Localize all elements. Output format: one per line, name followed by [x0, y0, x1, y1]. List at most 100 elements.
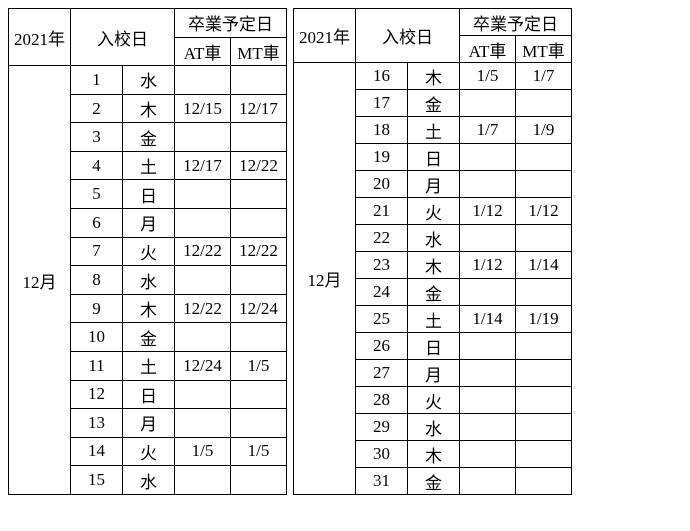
at-date [460, 279, 516, 306]
mt-date [516, 90, 572, 117]
at-header: AT車 [175, 37, 231, 66]
day-number: 5 [71, 180, 123, 209]
mt-date [516, 144, 572, 171]
mt-date [516, 387, 572, 414]
mt-date: 12/24 [231, 294, 287, 323]
day-number: 4 [71, 151, 123, 180]
mt-date [516, 333, 572, 360]
day-of-week: 木 [123, 94, 175, 123]
at-date [460, 144, 516, 171]
day-number: 20 [356, 171, 408, 198]
mt-date: 12/22 [231, 151, 287, 180]
mt-date [516, 171, 572, 198]
mt-header: MT車 [516, 36, 572, 63]
mt-date: 1/5 [231, 437, 287, 466]
day-of-week: 火 [408, 387, 460, 414]
mt-date: 1/19 [516, 306, 572, 333]
mt-date [231, 123, 287, 152]
mt-date: 1/7 [516, 63, 572, 90]
day-of-week: 月 [123, 209, 175, 238]
at-header: AT車 [460, 36, 516, 63]
day-number: 27 [356, 360, 408, 387]
month-cell: 12月 [9, 66, 71, 495]
day-number: 14 [71, 437, 123, 466]
left-table: 2021年 入校日 卒業予定日 AT車 MT車 12月1水2木12/1512/1… [8, 8, 287, 495]
at-date [175, 209, 231, 238]
at-date: 12/22 [175, 294, 231, 323]
day-number: 29 [356, 414, 408, 441]
day-number: 18 [356, 117, 408, 144]
mt-date [231, 466, 287, 495]
at-date [175, 323, 231, 352]
at-date [460, 333, 516, 360]
at-date [175, 123, 231, 152]
day-of-week: 金 [408, 279, 460, 306]
day-of-week: 火 [408, 198, 460, 225]
mt-date [231, 66, 287, 95]
day-of-week: 金 [408, 90, 460, 117]
mt-date: 12/22 [231, 237, 287, 266]
at-date [460, 414, 516, 441]
at-date [175, 266, 231, 295]
at-date: 12/15 [175, 94, 231, 123]
at-date: 12/22 [175, 237, 231, 266]
day-of-week: 木 [408, 441, 460, 468]
at-date [175, 466, 231, 495]
right-table: 2021年 入校日 卒業予定日 AT車 MT車 12月16木1/51/717金1… [293, 8, 572, 495]
day-number: 11 [71, 351, 123, 380]
mt-date [231, 323, 287, 352]
at-date: 1/12 [460, 198, 516, 225]
day-number: 1 [71, 66, 123, 95]
day-of-week: 水 [123, 266, 175, 295]
day-of-week: 土 [123, 351, 175, 380]
day-of-week: 水 [408, 225, 460, 252]
year-header: 2021年 [294, 9, 356, 63]
day-of-week: 土 [408, 306, 460, 333]
at-date [460, 360, 516, 387]
mt-date [516, 225, 572, 252]
at-date: 12/17 [175, 151, 231, 180]
at-date: 1/5 [460, 63, 516, 90]
mt-header: MT車 [231, 37, 287, 66]
day-number: 21 [356, 198, 408, 225]
day-of-week: 金 [123, 123, 175, 152]
day-of-week: 木 [123, 294, 175, 323]
day-number: 17 [356, 90, 408, 117]
table-row: 12月1水 [9, 66, 287, 95]
day-of-week: 金 [408, 468, 460, 495]
day-of-week: 水 [123, 66, 175, 95]
day-number: 28 [356, 387, 408, 414]
day-of-week: 日 [123, 180, 175, 209]
grad-header: 卒業予定日 [460, 9, 572, 36]
entry-header: 入校日 [356, 9, 460, 63]
day-number: 22 [356, 225, 408, 252]
year-header: 2021年 [9, 9, 71, 66]
day-of-week: 月 [123, 409, 175, 438]
day-number: 2 [71, 94, 123, 123]
day-of-week: 土 [408, 117, 460, 144]
mt-date: 1/14 [516, 252, 572, 279]
day-of-week: 月 [408, 171, 460, 198]
at-date [460, 90, 516, 117]
day-number: 16 [356, 63, 408, 90]
mt-date [231, 380, 287, 409]
mt-date [231, 266, 287, 295]
day-of-week: 日 [123, 380, 175, 409]
day-number: 8 [71, 266, 123, 295]
mt-date: 1/9 [516, 117, 572, 144]
at-date [175, 180, 231, 209]
mt-date [516, 279, 572, 306]
at-date [460, 387, 516, 414]
day-number: 15 [71, 466, 123, 495]
mt-date [516, 414, 572, 441]
mt-date: 1/12 [516, 198, 572, 225]
mt-date [516, 360, 572, 387]
day-of-week: 火 [123, 437, 175, 466]
day-number: 9 [71, 294, 123, 323]
day-number: 26 [356, 333, 408, 360]
day-of-week: 木 [408, 63, 460, 90]
mt-date [231, 209, 287, 238]
at-date [460, 225, 516, 252]
day-number: 23 [356, 252, 408, 279]
day-number: 6 [71, 209, 123, 238]
